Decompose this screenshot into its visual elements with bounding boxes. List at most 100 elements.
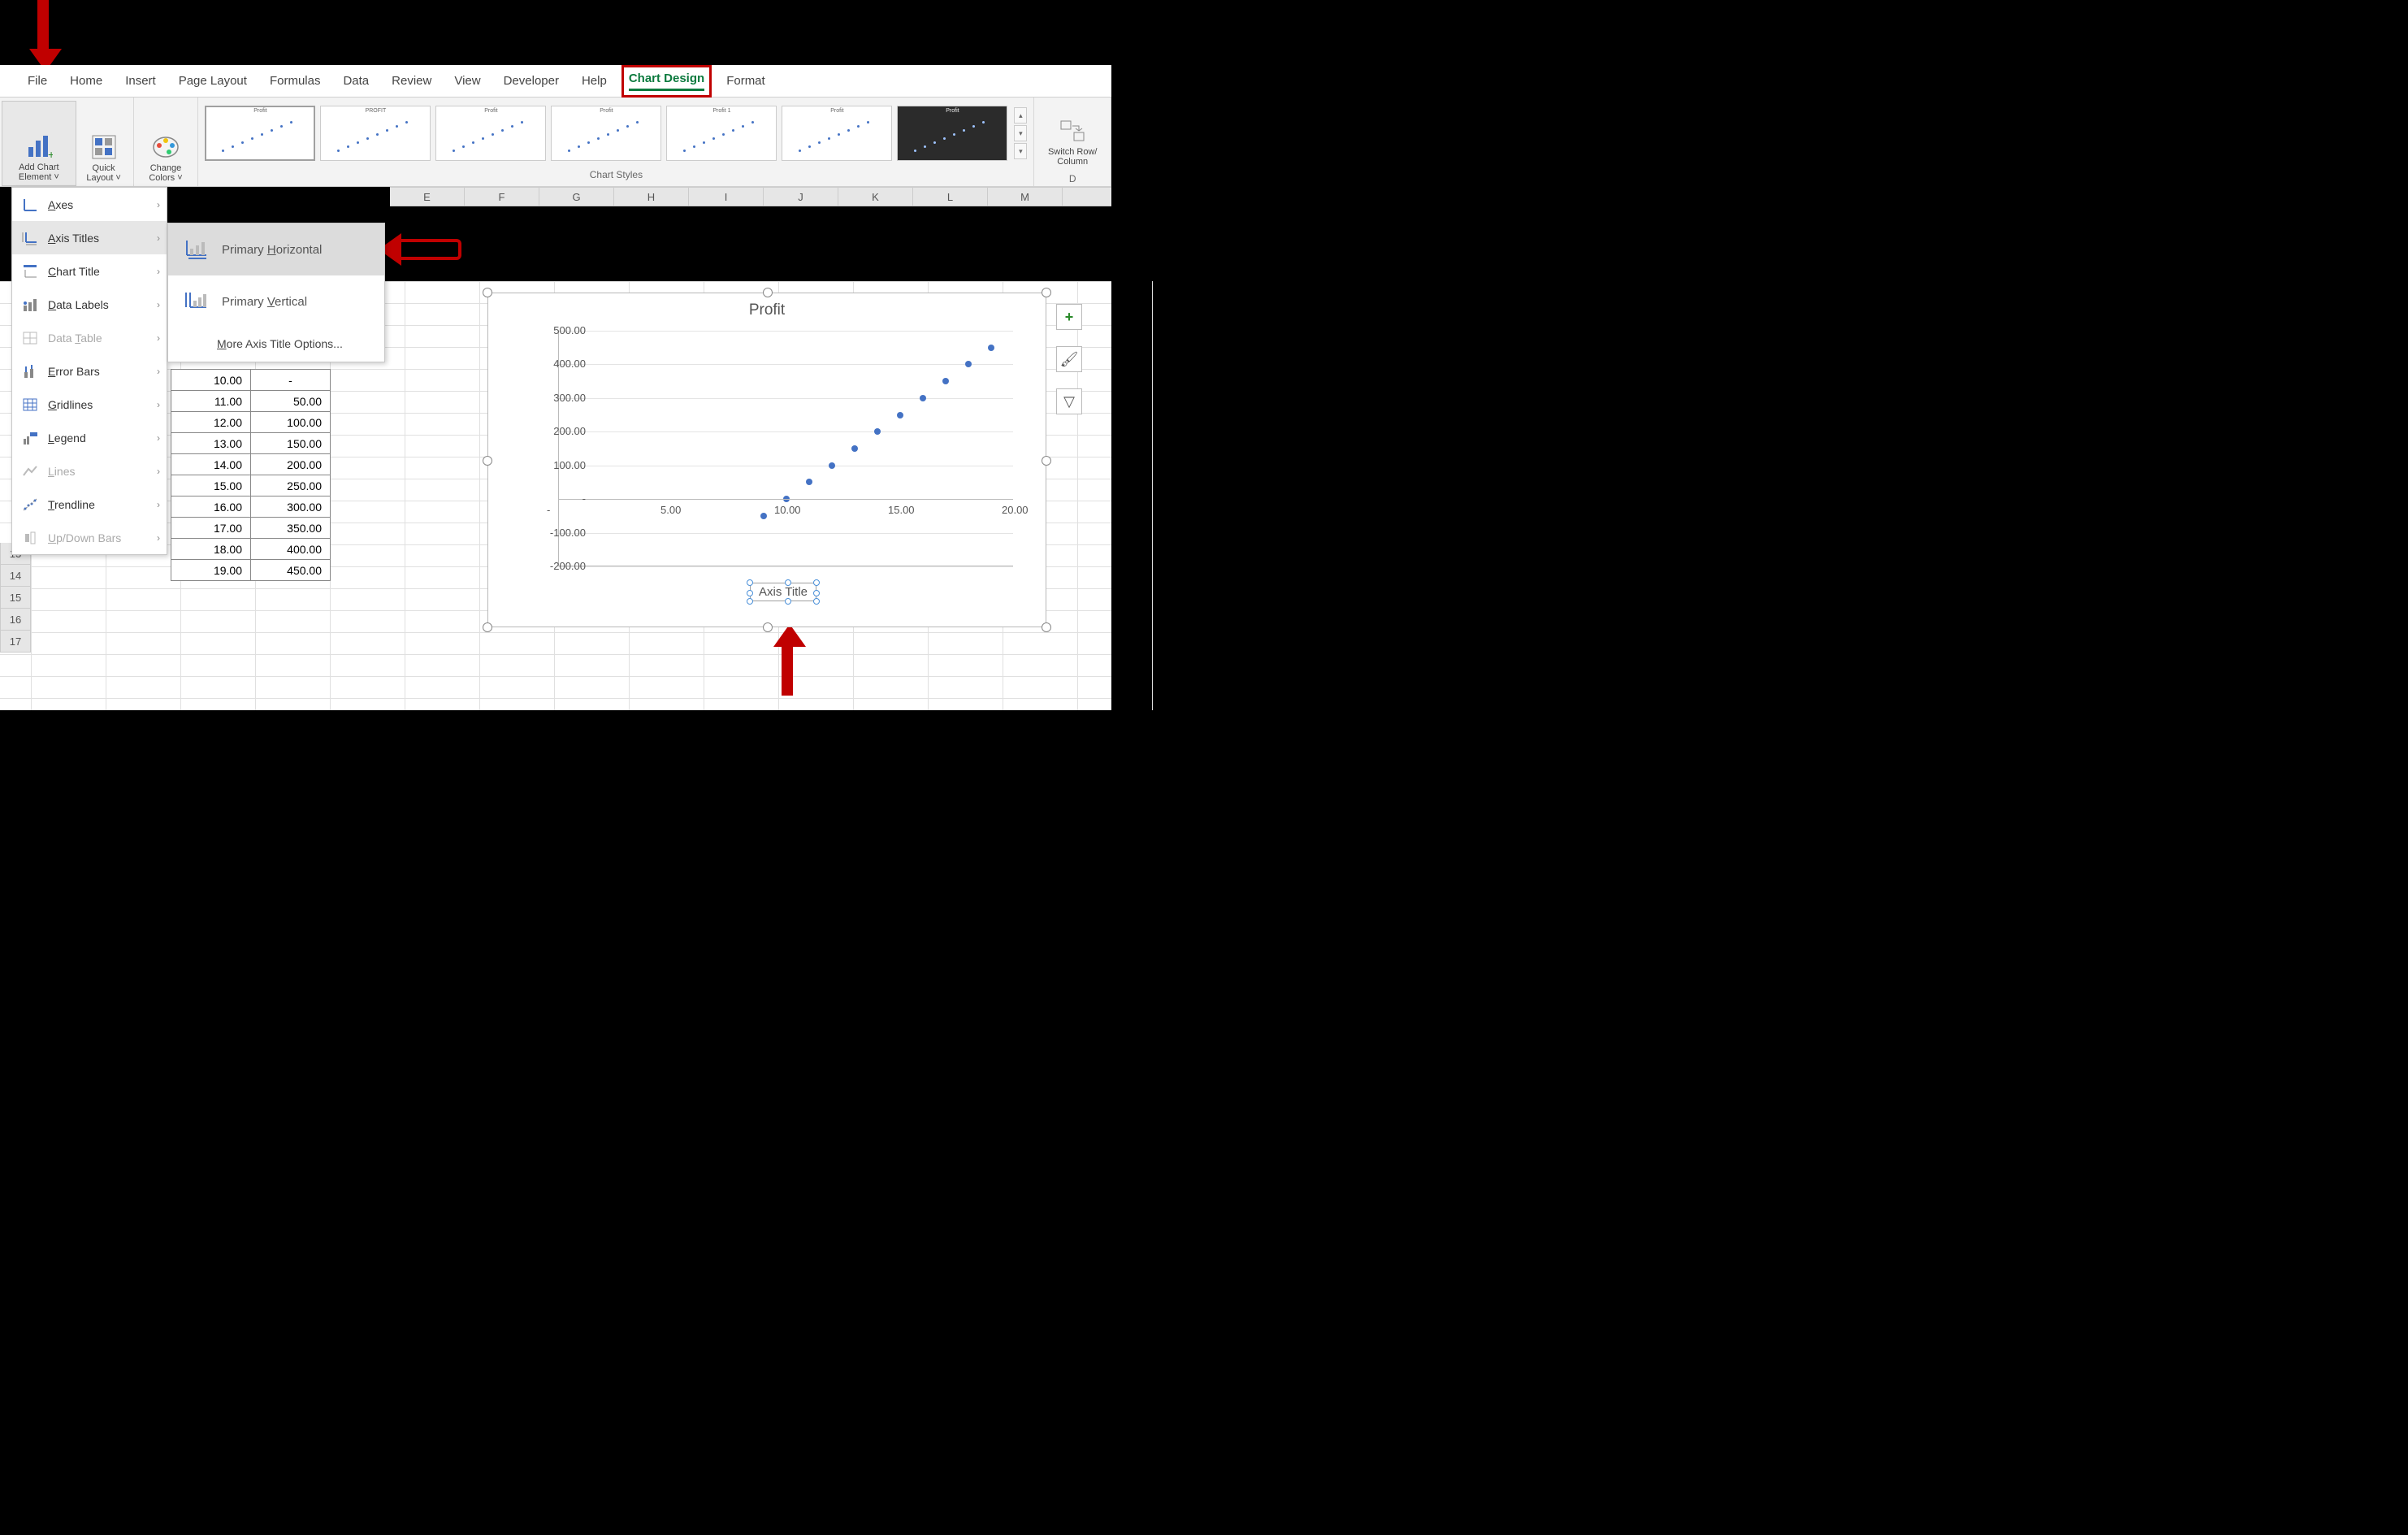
table-row[interactable]: 11.0050.00 bbox=[171, 391, 331, 412]
table-cell[interactable]: 300.00 bbox=[251, 496, 331, 518]
table-row[interactable]: 19.00450.00 bbox=[171, 560, 331, 581]
tab-help[interactable]: Help bbox=[570, 65, 618, 98]
scroll-more-icon[interactable]: ▾ bbox=[1014, 143, 1027, 159]
table-cell[interactable]: 15.00 bbox=[171, 475, 251, 496]
chart-filters-button[interactable]: ▽ bbox=[1056, 388, 1082, 414]
chart-plot-area[interactable] bbox=[558, 331, 1013, 566]
table-row[interactable]: 16.00300.00 bbox=[171, 496, 331, 518]
axis-title-editor[interactable]: Axis Title bbox=[750, 583, 816, 601]
data-point[interactable] bbox=[897, 412, 903, 418]
table-row[interactable]: 13.00150.00 bbox=[171, 433, 331, 454]
embedded-chart[interactable]: Profit Axis Title 500.00400.00300.00200.… bbox=[487, 293, 1046, 627]
chart-handle-n[interactable] bbox=[763, 288, 773, 297]
table-cell[interactable]: 250.00 bbox=[251, 475, 331, 496]
table-cell[interactable]: 100.00 bbox=[251, 412, 331, 433]
menu-item-chart-title[interactable]: Chart Title› bbox=[12, 254, 167, 288]
row-header-17[interactable]: 17 bbox=[0, 631, 31, 653]
column-header-G[interactable]: G bbox=[539, 188, 614, 206]
menu-item-legend[interactable]: Legend› bbox=[12, 421, 167, 454]
chart-style-thumb-6[interactable]: Profit bbox=[782, 106, 892, 161]
chart-style-thumb-1[interactable]: Profit bbox=[205, 106, 315, 161]
primary-vertical-item[interactable]: Primary Vertical bbox=[168, 275, 384, 327]
data-point[interactable] bbox=[988, 345, 994, 351]
tab-insert[interactable]: Insert bbox=[114, 65, 167, 98]
chart-handle-nw[interactable] bbox=[483, 288, 492, 297]
data-point[interactable] bbox=[874, 428, 881, 435]
table-cell[interactable]: 19.00 bbox=[171, 560, 251, 581]
tab-home[interactable]: Home bbox=[58, 65, 114, 98]
data-point[interactable] bbox=[806, 479, 812, 485]
row-header-16[interactable]: 16 bbox=[0, 609, 31, 631]
data-table[interactable]: 10.00-11.0050.0012.00100.0013.00150.0014… bbox=[171, 369, 331, 581]
tab-formulas[interactable]: Formulas bbox=[258, 65, 332, 98]
data-point[interactable] bbox=[942, 378, 949, 384]
table-cell[interactable]: 150.00 bbox=[251, 433, 331, 454]
chart-handle-w[interactable] bbox=[483, 456, 492, 466]
tab-developer[interactable]: Developer bbox=[492, 65, 570, 98]
menu-item-axes[interactable]: Axes› bbox=[12, 188, 167, 221]
switch-row-column-button[interactable]: Switch Row/ Column bbox=[1036, 101, 1109, 170]
column-header-E[interactable]: E bbox=[390, 188, 465, 206]
menu-item-error-bars[interactable]: Error Bars› bbox=[12, 354, 167, 388]
row-header-14[interactable]: 14 bbox=[0, 565, 31, 587]
menu-item-axis-titles[interactable]: Axis Titles› bbox=[12, 221, 167, 254]
table-cell[interactable]: 50.00 bbox=[251, 391, 331, 412]
tab-chart-design[interactable]: Chart Design bbox=[621, 65, 712, 98]
column-header-K[interactable]: K bbox=[838, 188, 913, 206]
tab-data[interactable]: Data bbox=[331, 65, 380, 98]
table-cell[interactable]: 18.00 bbox=[171, 539, 251, 560]
add-chart-element-button[interactable]: + Add Chart Element ˅ bbox=[2, 101, 76, 186]
chart-handle-se[interactable] bbox=[1042, 622, 1051, 632]
quick-layout-button[interactable]: Quick Layout ˅ bbox=[76, 101, 132, 186]
chart-style-thumb-5[interactable]: Profit 1 bbox=[666, 106, 777, 161]
table-cell[interactable]: 350.00 bbox=[251, 518, 331, 539]
column-header-M[interactable]: M bbox=[988, 188, 1063, 206]
tab-view[interactable]: View bbox=[443, 65, 492, 98]
table-cell[interactable]: 12.00 bbox=[171, 412, 251, 433]
chart-style-thumb-3[interactable]: Profit bbox=[435, 106, 546, 161]
table-row[interactable]: 14.00200.00 bbox=[171, 454, 331, 475]
data-point[interactable] bbox=[920, 395, 926, 401]
data-point[interactable] bbox=[851, 445, 858, 452]
table-cell[interactable]: 10.00 bbox=[171, 370, 251, 391]
chart-handle-sw[interactable] bbox=[483, 622, 492, 632]
scroll-down-icon[interactable]: ▾ bbox=[1014, 125, 1027, 141]
table-cell[interactable]: 14.00 bbox=[171, 454, 251, 475]
table-row[interactable]: 10.00- bbox=[171, 370, 331, 391]
column-header-H[interactable]: H bbox=[614, 188, 689, 206]
column-header-I[interactable]: I bbox=[689, 188, 764, 206]
table-cell[interactable]: 13.00 bbox=[171, 433, 251, 454]
menu-item-data-labels[interactable]: Data Labels› bbox=[12, 288, 167, 321]
menu-item-gridlines[interactable]: Gridlines› bbox=[12, 388, 167, 421]
menu-item-trendline[interactable]: Trendline› bbox=[12, 488, 167, 521]
data-point[interactable] bbox=[829, 462, 835, 469]
table-row[interactable]: 18.00400.00 bbox=[171, 539, 331, 560]
chart-style-thumb-4[interactable]: Profit bbox=[551, 106, 661, 161]
chart-handle-s[interactable] bbox=[763, 622, 773, 632]
column-header-J[interactable]: J bbox=[764, 188, 838, 206]
table-row[interactable]: 12.00100.00 bbox=[171, 412, 331, 433]
chart-handle-e[interactable] bbox=[1042, 456, 1051, 466]
table-cell[interactable]: 400.00 bbox=[251, 539, 331, 560]
table-cell[interactable]: 200.00 bbox=[251, 454, 331, 475]
tab-file[interactable]: File bbox=[16, 65, 58, 98]
column-header-F[interactable]: F bbox=[465, 188, 539, 206]
table-cell[interactable]: 11.00 bbox=[171, 391, 251, 412]
more-axis-title-options[interactable]: More Axis Title Options... bbox=[168, 327, 384, 362]
tab-format[interactable]: Format bbox=[715, 65, 777, 98]
table-row[interactable]: 17.00350.00 bbox=[171, 518, 331, 539]
primary-horizontal-item[interactable]: Primary Horizontal bbox=[168, 223, 384, 275]
data-point[interactable] bbox=[965, 361, 972, 367]
scroll-up-icon[interactable]: ▴ bbox=[1014, 107, 1027, 124]
row-header-15[interactable]: 15 bbox=[0, 587, 31, 609]
chart-styles-scroll[interactable]: ▴ ▾ ▾ bbox=[1014, 107, 1027, 159]
chart-style-thumb-2[interactable]: PROFIT bbox=[320, 106, 431, 161]
table-cell[interactable]: - bbox=[251, 370, 331, 391]
chart-style-thumb-7[interactable]: Profit bbox=[897, 106, 1007, 161]
table-cell[interactable]: 17.00 bbox=[171, 518, 251, 539]
chart-styles-button[interactable]: 🖌 bbox=[1056, 346, 1082, 372]
table-cell[interactable]: 16.00 bbox=[171, 496, 251, 518]
data-point[interactable] bbox=[760, 513, 767, 519]
tab-page-layout[interactable]: Page Layout bbox=[167, 65, 258, 98]
table-row[interactable]: 15.00250.00 bbox=[171, 475, 331, 496]
